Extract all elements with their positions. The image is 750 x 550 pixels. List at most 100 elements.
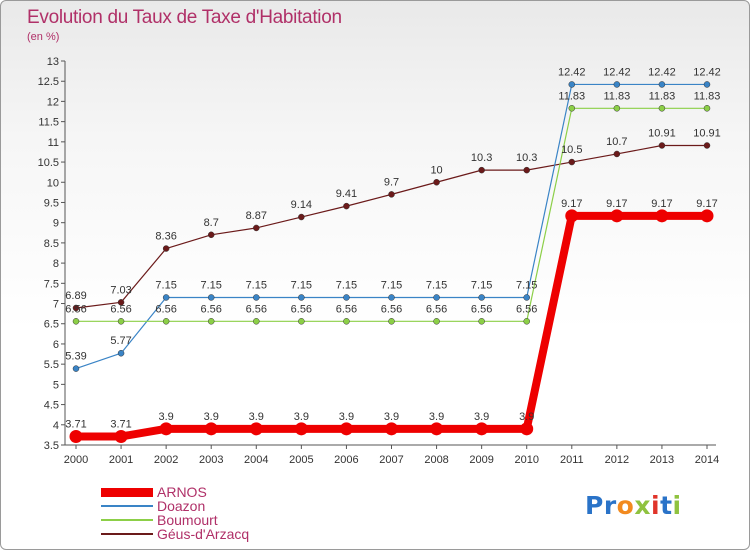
y-tick-label: 11 xyxy=(48,137,59,149)
data-label: 6.56 xyxy=(65,303,86,315)
data-point xyxy=(162,318,170,325)
data-label: 6.56 xyxy=(381,303,402,315)
data-label: 6.56 xyxy=(201,303,222,315)
legend-swatch xyxy=(101,487,153,497)
data-label: 6.56 xyxy=(291,303,312,315)
data-point xyxy=(388,318,395,325)
data-label: 7.15 xyxy=(201,279,222,291)
data-point xyxy=(298,318,305,325)
data-point xyxy=(703,142,711,149)
y-tick-label: 6 xyxy=(53,339,59,351)
x-tick-label: 2002 xyxy=(154,454,178,466)
data-point xyxy=(69,430,83,444)
data-point xyxy=(162,245,170,252)
data-label: 12.42 xyxy=(558,66,586,78)
data-label: 8.7 xyxy=(204,217,219,229)
data-label: 6.56 xyxy=(110,303,131,315)
logo-letter: i xyxy=(672,491,682,520)
data-label: 10.3 xyxy=(516,152,537,164)
series-line xyxy=(75,83,707,370)
data-label: 7.15 xyxy=(426,279,447,291)
legend-swatch xyxy=(101,519,153,521)
data-label: 7.15 xyxy=(381,279,402,291)
data-point xyxy=(475,422,489,436)
data-label: 10.3 xyxy=(471,152,492,164)
data-point xyxy=(159,422,173,436)
data-point xyxy=(298,213,305,221)
data-point xyxy=(162,294,170,301)
data-label: 10.91 xyxy=(648,127,676,139)
data-label: 7.03 xyxy=(110,284,131,296)
x-tick-label: 2005 xyxy=(289,454,313,466)
data-label: 8.87 xyxy=(246,210,267,222)
x-tick-label: 2007 xyxy=(379,454,403,466)
data-point xyxy=(523,166,530,174)
data-label: 9.17 xyxy=(606,198,627,210)
data-point xyxy=(568,158,576,166)
data-point xyxy=(478,294,485,301)
data-point xyxy=(610,209,624,223)
legend-item: Doazon xyxy=(101,499,249,513)
data-label: 7.15 xyxy=(246,279,267,291)
data-label: 3.9 xyxy=(429,411,444,423)
x-tick-label: 2011 xyxy=(560,454,584,466)
x-tick-label: 2014 xyxy=(695,454,719,466)
data-point xyxy=(249,422,263,436)
data-point xyxy=(433,179,440,186)
data-label: 11.83 xyxy=(694,90,721,102)
data-label: 12.42 xyxy=(693,66,721,78)
logo-letter: r xyxy=(603,491,617,520)
data-label: 9.17 xyxy=(651,198,672,210)
proxiti-logo: Proxiti xyxy=(585,491,682,520)
y-tick-label: 9 xyxy=(53,218,59,230)
data-point xyxy=(343,202,350,210)
data-point xyxy=(613,105,621,112)
data-label: 3.9 xyxy=(158,411,173,423)
chart-title: Evolution du Taux de Taxe d'Habitation xyxy=(27,7,342,28)
data-point xyxy=(478,318,485,325)
y-tick-label: 3.5 xyxy=(44,440,59,452)
data-label: 11.83 xyxy=(603,90,630,102)
data-label: 7.15 xyxy=(336,279,357,291)
legend-item: Géus-d'Arzacq xyxy=(101,527,249,541)
y-tick-label: 5 xyxy=(53,379,59,391)
y-tick-label: 9.5 xyxy=(44,197,59,209)
data-label: 9.14 xyxy=(291,199,312,211)
y-tick-label: 5.5 xyxy=(44,359,59,371)
data-label: 6.56 xyxy=(516,303,537,315)
data-point xyxy=(207,294,215,301)
y-tick-label: 7.5 xyxy=(44,278,59,290)
data-point xyxy=(703,81,711,88)
legend-label: ARNOS xyxy=(157,484,207,500)
data-point xyxy=(343,294,350,301)
x-tick-label: 2003 xyxy=(199,454,223,466)
data-point xyxy=(253,294,260,301)
data-label: 3.71 xyxy=(65,419,86,431)
data-point xyxy=(117,349,125,357)
data-point xyxy=(658,81,666,88)
data-label: 12.42 xyxy=(648,66,676,78)
data-label: 6.56 xyxy=(471,303,492,315)
data-label: 3.9 xyxy=(249,411,264,423)
data-label: 7.15 xyxy=(516,279,537,291)
data-point xyxy=(703,105,711,112)
data-label: 9.17 xyxy=(561,198,582,210)
data-label: 6.56 xyxy=(155,303,176,315)
data-label: 5.39 xyxy=(65,351,86,363)
chart-legend: ARNOS Doazon Boumourt Géus-d'Arzacq xyxy=(101,485,249,541)
data-label: 10.91 xyxy=(693,127,721,139)
y-tick-label: 12 xyxy=(47,96,59,108)
y-tick-label: 4 xyxy=(53,420,59,432)
data-point xyxy=(523,318,530,325)
y-tick-label: 10.5 xyxy=(38,157,59,169)
data-label: 7.15 xyxy=(291,279,312,291)
data-label: 11.83 xyxy=(558,90,585,102)
data-point xyxy=(114,430,128,444)
x-tick-label: 2010 xyxy=(514,454,538,466)
data-point xyxy=(520,422,534,436)
data-label: 9.7 xyxy=(384,176,399,188)
data-point xyxy=(613,150,621,158)
data-point xyxy=(655,209,669,223)
data-label: 3.9 xyxy=(339,411,354,423)
